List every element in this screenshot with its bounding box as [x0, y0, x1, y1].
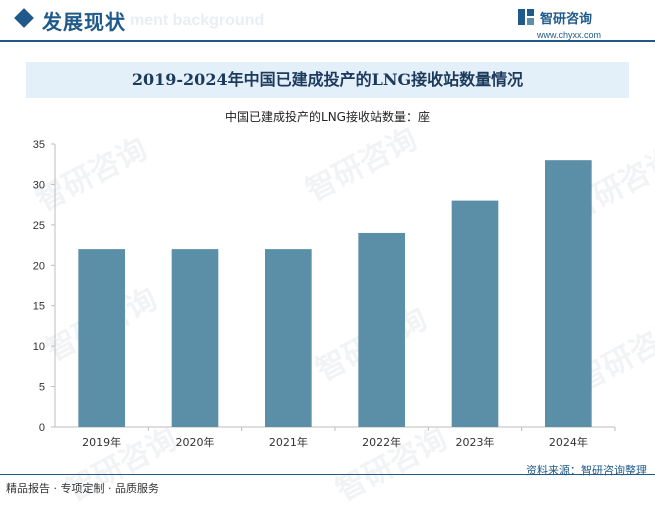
y-tick-label: 30: [33, 179, 45, 191]
x-tick-label: 2020年: [176, 435, 215, 449]
y-tick-label: 20: [33, 260, 45, 272]
x-tick-label: 2022年: [362, 435, 401, 449]
x-tick-label: 2019年: [82, 435, 121, 449]
chart-title: 2019-2024年中国已建成投产的LNG接收站数量情况: [131, 70, 524, 89]
y-tick-label: 5: [39, 382, 45, 394]
logo-mark-icon: [518, 9, 534, 25]
bar: [171, 249, 219, 427]
x-tick-label: 2023年: [456, 435, 495, 449]
bar-chart: 0 5 10 15 20 25 30 35 2019年 2020年 2021年 2022年 2023年 2…: [33, 139, 616, 449]
footer-divider: [0, 474, 655, 475]
chart-subtitle: 中国已建成投产的LNG接收站数量：座: [225, 110, 430, 124]
y-tick-label: 35: [33, 139, 45, 151]
chart-title-band: 2019-2024年中国已建成投产的LNG接收站数量情况: [26, 62, 629, 98]
section-title: 发展现状: [42, 10, 126, 34]
x-tick-label: 2021年: [269, 435, 308, 449]
logo-name: 智研咨询: [540, 12, 593, 27]
header-ghost-text: ment background: [130, 12, 265, 29]
x-tick-label: 2024年: [549, 435, 588, 449]
header-divider: [0, 40, 655, 42]
logo: 智研咨询 www.chyxx.com: [517, 6, 637, 42]
bar: [78, 249, 125, 427]
y-tick-label: 10: [33, 341, 45, 353]
bar: [358, 232, 405, 427]
bar: [545, 160, 592, 427]
bar: [265, 249, 312, 427]
y-tick-label: 25: [33, 220, 45, 232]
source-note: 资料来源：智研咨询整理: [526, 464, 647, 477]
header-bar: ment background 发展现状 智研咨询 www.chyxx.com: [0, 0, 655, 44]
y-tick-label: 0: [39, 422, 45, 434]
bar: [451, 200, 499, 427]
y-tick-label: 15: [33, 301, 45, 313]
logo-url: www.chyxx.com: [537, 30, 602, 40]
footer-slogan: 精品报告 · 专项定制 · 品质服务: [6, 482, 159, 495]
